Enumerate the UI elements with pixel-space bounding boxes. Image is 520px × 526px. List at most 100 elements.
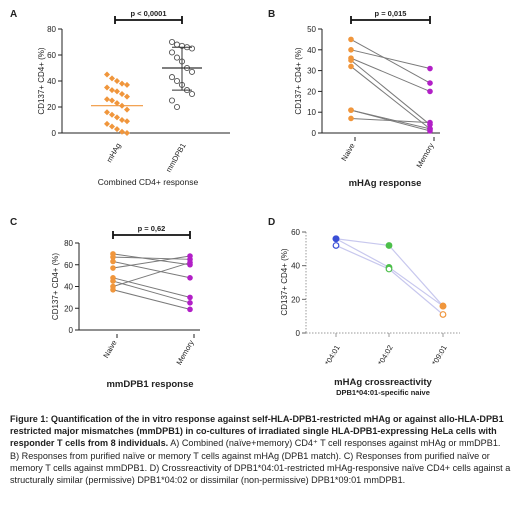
panel-d-x-title: mHAg crossreactivity xyxy=(334,377,432,388)
panel-b-y-tick-label: 0 xyxy=(312,129,317,138)
panel-a-mhag-point xyxy=(119,91,125,97)
panel-d-point xyxy=(333,243,339,249)
panel-c-y-tick-label: 20 xyxy=(64,304,73,313)
panel-a-mhag-point xyxy=(109,87,115,93)
panel-c-x-tick-label: Memory xyxy=(174,338,195,366)
panel-d-x-tick-label: *04:02 xyxy=(376,344,395,367)
panel-c-x-title: mmDPB1 response xyxy=(106,379,193,390)
panel-a-mhag-point xyxy=(104,96,110,102)
panel-b-naive-point xyxy=(348,107,354,113)
panel-c-naive-point xyxy=(110,265,116,271)
panel-a-mhag-point xyxy=(119,129,125,135)
panel-a-p-value: p < 0,0001 xyxy=(130,9,166,18)
panel-b-letter: B xyxy=(268,9,275,20)
panel-d-x-tick-label: *09:01 xyxy=(430,344,449,367)
panel-a-mmdpb1-point xyxy=(189,91,194,96)
panel-a-mmdpb1-point xyxy=(189,46,194,51)
panel-c-p-value: p = 0,62 xyxy=(138,224,166,233)
panel-a-mhag-point xyxy=(124,107,130,113)
panel-c-memory-point xyxy=(187,300,193,306)
panel-b-memory-point xyxy=(427,80,433,86)
panel-a-mhag-point xyxy=(124,82,130,88)
panel-d-series-line xyxy=(336,245,443,314)
panel-a-y-tick-label: 20 xyxy=(47,103,56,112)
panel-d-series-line xyxy=(336,239,443,306)
panel-d-point xyxy=(440,312,446,318)
panel-b-pair-line xyxy=(351,60,430,124)
panel-b-pair-line xyxy=(351,39,430,83)
panel-d-point xyxy=(386,243,392,249)
panel-a-mhag-point xyxy=(109,112,115,118)
panel-b-p-value: p = 0,015 xyxy=(375,9,407,18)
panel-d-y-tick-label: 20 xyxy=(291,295,300,304)
panel-b-y-label: CD137+ CD4+ (%) xyxy=(294,47,303,114)
panel-a-mmdpb1-point xyxy=(174,42,179,47)
panel-c-naive-point xyxy=(110,287,116,293)
panel-a-mhag-point xyxy=(109,124,115,130)
panel-a-mhag-point xyxy=(104,85,110,91)
panel-d-y-tick-label: 40 xyxy=(291,262,300,271)
panel-a-mmdpb1-point xyxy=(169,98,174,103)
panel-c-pair-line xyxy=(113,278,190,298)
panel-c-y-label: CD137+ CD4+ (%) xyxy=(51,253,60,320)
panel-b-pair-line xyxy=(351,50,430,69)
panel-a-mmdpb1-point xyxy=(174,55,179,60)
panel-a-mhag-point xyxy=(119,81,125,87)
panel-a-x-tick-label: mHAg xyxy=(105,142,123,165)
panel-a-mhag-point xyxy=(124,118,130,124)
panel-c-pair-line xyxy=(113,261,190,277)
panel-a-mhag-point xyxy=(114,78,120,84)
panel-a-y-label: CD137+ CD4+ (%) xyxy=(37,47,46,114)
panel-a-mhag-point xyxy=(104,121,110,127)
panel-b-naive-point xyxy=(348,37,354,43)
panel-a-mmdpb1-point xyxy=(174,78,179,83)
panel-b-memory-point xyxy=(427,66,433,72)
figure-panels: A020406080CD137+ CD4+ (%)mHAg mmDPB1p < 0… xyxy=(0,0,520,410)
panel-d-y-tick-label: 60 xyxy=(291,228,300,237)
panel-d-series-line xyxy=(336,239,443,306)
panel-a-mmdpb1-point xyxy=(174,104,179,109)
panel-b-x-tick-label: Memory xyxy=(414,141,435,169)
panel-b-x-title: mHAg response xyxy=(349,178,422,189)
panel-c-memory-point xyxy=(187,253,193,259)
panel-d-point xyxy=(386,266,392,272)
panel-a-mhag-point xyxy=(114,88,120,94)
panel-a-x-title: Combined CD4+ response xyxy=(98,177,199,187)
panel-a-mhag-point xyxy=(124,94,130,100)
panel-c-naive-point xyxy=(110,278,116,284)
panel-d-point xyxy=(440,303,446,309)
panel-b-memory-point xyxy=(427,89,433,95)
panel-c-memory-point xyxy=(187,260,193,266)
panel-c-memory-point xyxy=(187,275,193,281)
panel-b-pair-line xyxy=(351,58,430,91)
panel-a-mhag-point xyxy=(114,126,120,132)
panel-c-naive-point xyxy=(110,259,116,265)
panel-a-mmdpb1-point xyxy=(169,39,174,44)
panel-a-mmdpb1-point xyxy=(169,75,174,80)
panel-c-y-tick-label: 0 xyxy=(69,326,74,335)
panel-d-point xyxy=(333,236,339,242)
panel-b-memory-point xyxy=(427,126,433,132)
panel-b-naive-point xyxy=(348,57,354,63)
panel-a-mhag-point xyxy=(104,109,110,115)
panel-d-x-tick-label: *04:01 xyxy=(323,344,342,367)
panel-c-memory-point xyxy=(187,307,193,313)
figure-caption: Figure 1: Quantification of the in vitro… xyxy=(10,413,512,486)
panel-b-naive-point xyxy=(348,116,354,122)
panel-c-x-tick-label: Naive xyxy=(101,339,118,360)
panel-b-y-tick-label: 40 xyxy=(307,46,316,55)
panel-c-y-tick-label: 40 xyxy=(64,283,73,292)
panel-a-y-tick-label: 80 xyxy=(47,25,56,34)
panel-a-y-tick-label: 40 xyxy=(47,77,56,86)
panel-c-y-tick-label: 80 xyxy=(64,239,73,248)
panel-b-y-tick-label: 10 xyxy=(307,108,316,117)
panel-a-mhag-point xyxy=(119,117,125,123)
panel-a-letter: A xyxy=(10,9,17,20)
panel-b-naive-point xyxy=(348,47,354,53)
panel-d-letter: D xyxy=(268,217,275,228)
panel-b-y-tick-label: 20 xyxy=(307,87,316,96)
panel-a-mhag-point xyxy=(109,98,115,104)
panel-a-mmdpb1-point xyxy=(169,50,174,55)
panel-d-y-tick-label: 0 xyxy=(296,329,301,338)
panel-c-y-tick-label: 60 xyxy=(64,261,73,270)
